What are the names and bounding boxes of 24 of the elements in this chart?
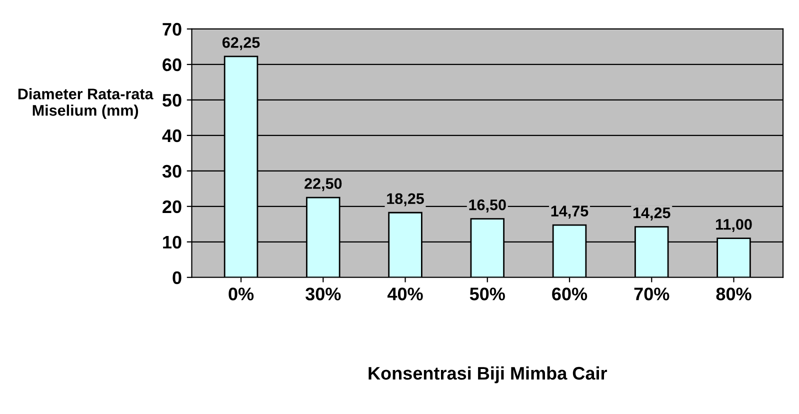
x-tick-label: 30% — [306, 288, 341, 300]
data-label: 18,25 — [387, 193, 424, 206]
x-tick-label: 0% — [228, 288, 254, 300]
y-tick-label: 70 — [162, 22, 182, 36]
x-tick-label: 80% — [716, 288, 752, 300]
data-label: 14,75 — [551, 206, 588, 219]
y-tick-label: 0 — [172, 271, 182, 284]
x-tick-label: 60% — [552, 288, 588, 300]
y-tick-label: 60 — [162, 58, 182, 72]
data-label: 16,50 — [469, 199, 506, 212]
data-label: 14,25 — [633, 207, 670, 220]
y-tick-label: 50 — [162, 94, 182, 107]
x-axis-title: Konsentrasi Biji Mimba Cair — [368, 366, 608, 384]
x-tick-label: 50% — [470, 288, 505, 300]
data-label: 22,50 — [304, 178, 342, 192]
x-tick-label: 70% — [634, 288, 670, 300]
x-tick-label: 40% — [387, 288, 423, 300]
data-label: 62,25 — [222, 37, 260, 50]
y-tick-label: 10 — [163, 236, 182, 249]
y-tick-label: 40 — [162, 129, 182, 142]
y-axis-title: Diameter Rata-rata Miselium (mm) — [18, 88, 154, 119]
y-tick-label: 20 — [162, 200, 182, 214]
data-label: 11,00 — [716, 218, 752, 232]
y-tick-label: 30 — [162, 164, 182, 178]
